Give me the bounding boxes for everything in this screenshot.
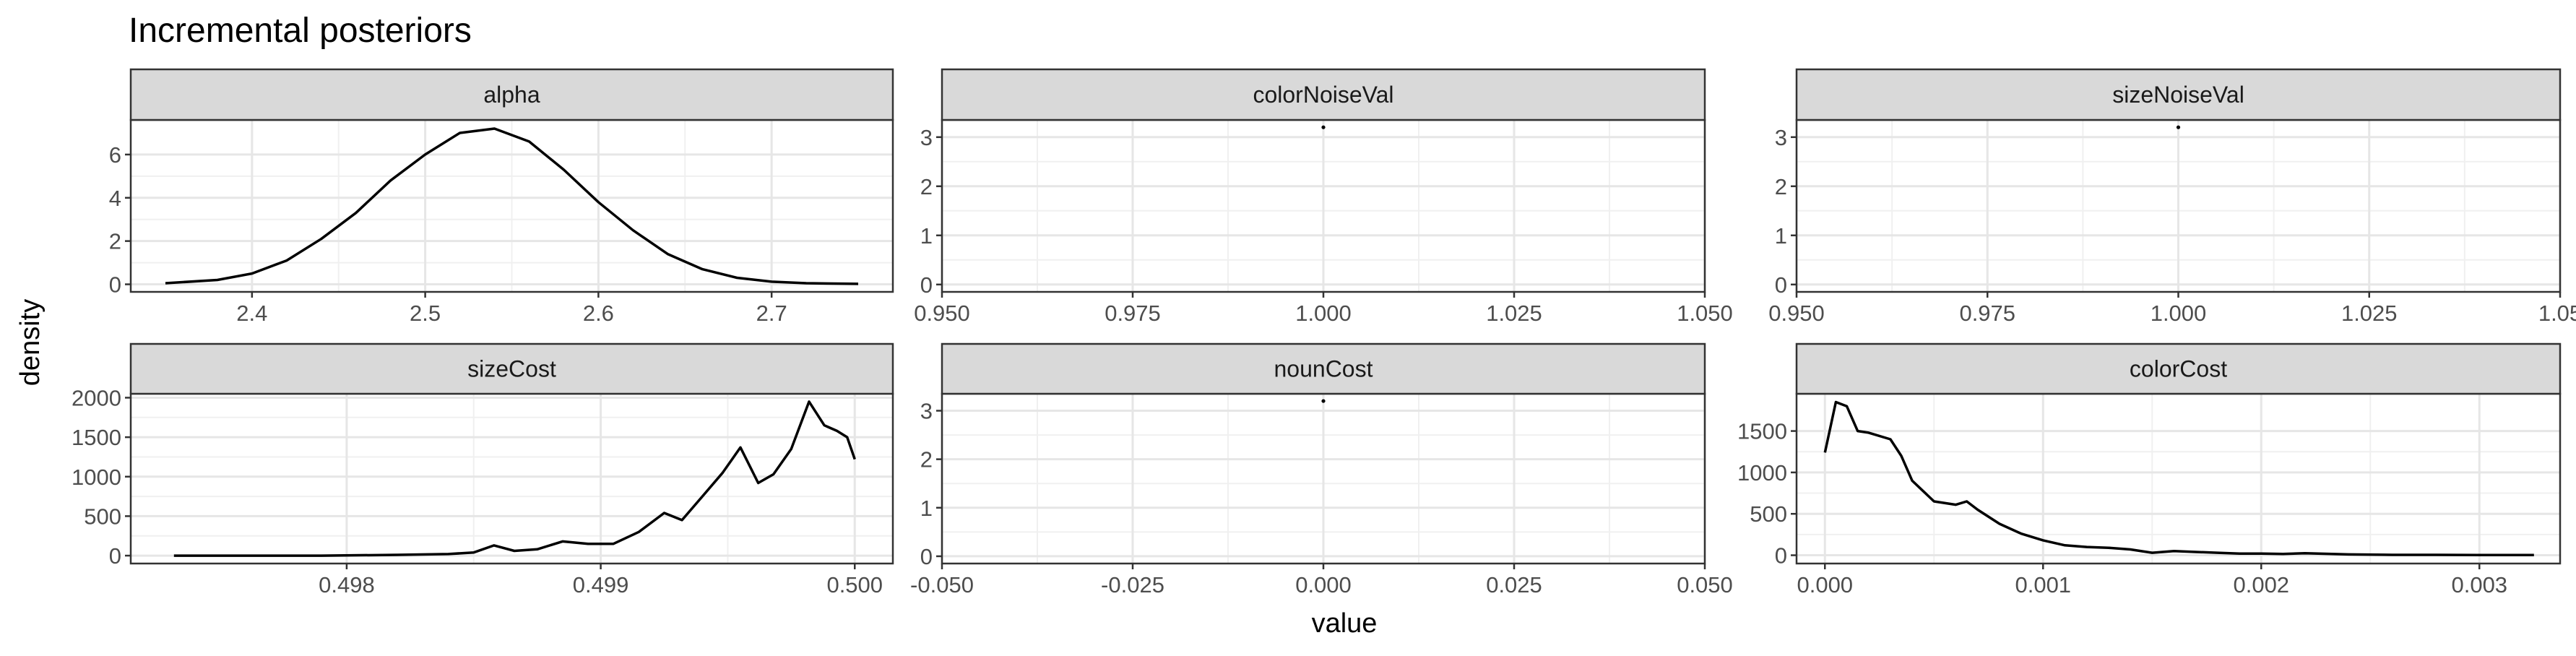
y-tick-label: 0	[109, 543, 121, 569]
x-tick-label: 0.975	[1105, 301, 1161, 326]
x-tick-label: 0.000	[1797, 572, 1853, 597]
y-tick-label: 1000	[72, 465, 121, 490]
facet-panel-alpha: alpha 2.4 2.5 2.6 2.7 0 2 4 6	[109, 68, 894, 326]
facet-strip-label: nounCost	[1274, 356, 1373, 382]
y-tick-label: 0	[920, 544, 933, 569]
facet-panel-colorNoiseVal: colorNoiseVal 0.950 0.975 1.000 1.025 1.050 0 1…	[914, 68, 1733, 326]
x-tick-label: 0.050	[1677, 572, 1733, 597]
x-tick-label: 0.975	[1959, 301, 2015, 326]
y-tick-label: 3	[920, 125, 933, 150]
facet-strip-label: sizeCost	[467, 356, 556, 382]
facet-panel-sizeCost: sizeCost 0.498 0.499 0.500 0 500 1000 1500 2000	[72, 342, 894, 597]
density-line	[1823, 400, 2534, 557]
density-point	[1321, 125, 1326, 129]
x-tick-label: 1.025	[2341, 301, 2398, 326]
y-tick-label: 1500	[1737, 419, 1787, 444]
y-tick-label: 2	[920, 447, 933, 472]
x-tick-label: 2.5	[410, 301, 441, 326]
density-point	[1321, 399, 1326, 403]
facet-panels: alpha 2.4 2.5 2.6 2.7 0 2 4 6 colorNoiseVal 0.950 0…	[72, 68, 2576, 597]
y-tick-label: 4	[109, 186, 121, 211]
x-axis-label: value	[1312, 608, 1378, 639]
y-tick-label: 1	[920, 496, 933, 521]
x-tick-label: -0.050	[910, 572, 974, 597]
panel-background	[131, 394, 893, 564]
facet-panel-sizeNoiseVal: sizeNoiseVal 0.950 0.975 1.000 1.025 1.05 0 1 2 3	[1768, 68, 2576, 326]
y-tick-label: 1	[1775, 223, 1787, 249]
density-line	[173, 400, 856, 557]
facet-panel-colorCost: colorCost 0.000 0.001 0.002 0.003 0 500 1000 150…	[1737, 342, 2562, 597]
y-tick-label: 3	[1775, 125, 1787, 150]
x-tick-label: 2.4	[236, 301, 267, 326]
density-line	[165, 127, 859, 285]
x-tick-label: 2.6	[583, 301, 614, 326]
facet-strip-label: alpha	[483, 82, 540, 108]
facet-panel-nounCost: nounCost -0.050 -0.025 0.000 0.025 0.050 0 1 2 3	[910, 342, 1733, 597]
x-tick-label: 0.950	[1768, 301, 1825, 326]
x-tick-label: 0.001	[2015, 572, 2071, 597]
x-tick-label: 1.050	[1677, 301, 1733, 326]
y-tick-label: 500	[84, 504, 121, 529]
y-tick-label: 3	[920, 399, 933, 424]
x-tick-label: 0.498	[319, 572, 375, 597]
y-tick-label: 0	[1775, 272, 1787, 298]
y-tick-label: 1500	[72, 425, 121, 450]
facet-strip-label: colorCost	[2130, 356, 2227, 382]
facet-strip	[129, 342, 894, 395]
x-tick-label: -0.025	[1101, 572, 1164, 597]
x-tick-label: 0.499	[573, 572, 629, 597]
y-tick-label: 6	[109, 142, 121, 168]
y-tick-label: 2	[920, 174, 933, 199]
x-tick-label: 1.000	[2151, 301, 2207, 326]
facet-strip	[1795, 68, 2562, 121]
y-tick-label: 1000	[1737, 460, 1787, 485]
facet-strip	[129, 68, 894, 121]
x-tick-label: 0.002	[2233, 572, 2289, 597]
chart-title: Incremental posteriors	[129, 12, 472, 50]
y-tick-label: 500	[1750, 501, 1787, 527]
density-point	[2176, 125, 2181, 129]
x-tick-label: 1.000	[1295, 301, 1352, 326]
y-tick-label: 1	[920, 223, 933, 249]
facet-strip-label: colorNoiseVal	[1253, 82, 1393, 108]
x-tick-label: 0.025	[1486, 572, 1542, 597]
x-tick-label: 1.025	[1486, 301, 1542, 326]
y-tick-label: 0	[920, 272, 933, 298]
x-tick-label: 2.7	[756, 301, 787, 326]
x-tick-label: 0.950	[914, 301, 970, 326]
x-tick-label: 1.05	[2538, 301, 2576, 326]
y-tick-label: 2000	[72, 385, 121, 410]
y-tick-label: 0	[109, 272, 121, 298]
y-axis-label: density	[15, 299, 46, 386]
facet-strip	[1795, 342, 2562, 395]
x-tick-label: 0.500	[826, 572, 883, 597]
x-tick-label: 0.003	[2451, 572, 2507, 597]
x-tick-label: 0.000	[1295, 572, 1352, 597]
facet-strip-label: sizeNoiseVal	[2112, 82, 2244, 108]
facet-strip	[941, 342, 1706, 395]
y-tick-label: 2	[109, 229, 121, 254]
y-tick-label: 2	[1775, 174, 1787, 199]
facet-strip	[941, 68, 1706, 121]
y-tick-label: 0	[1775, 543, 1787, 569]
